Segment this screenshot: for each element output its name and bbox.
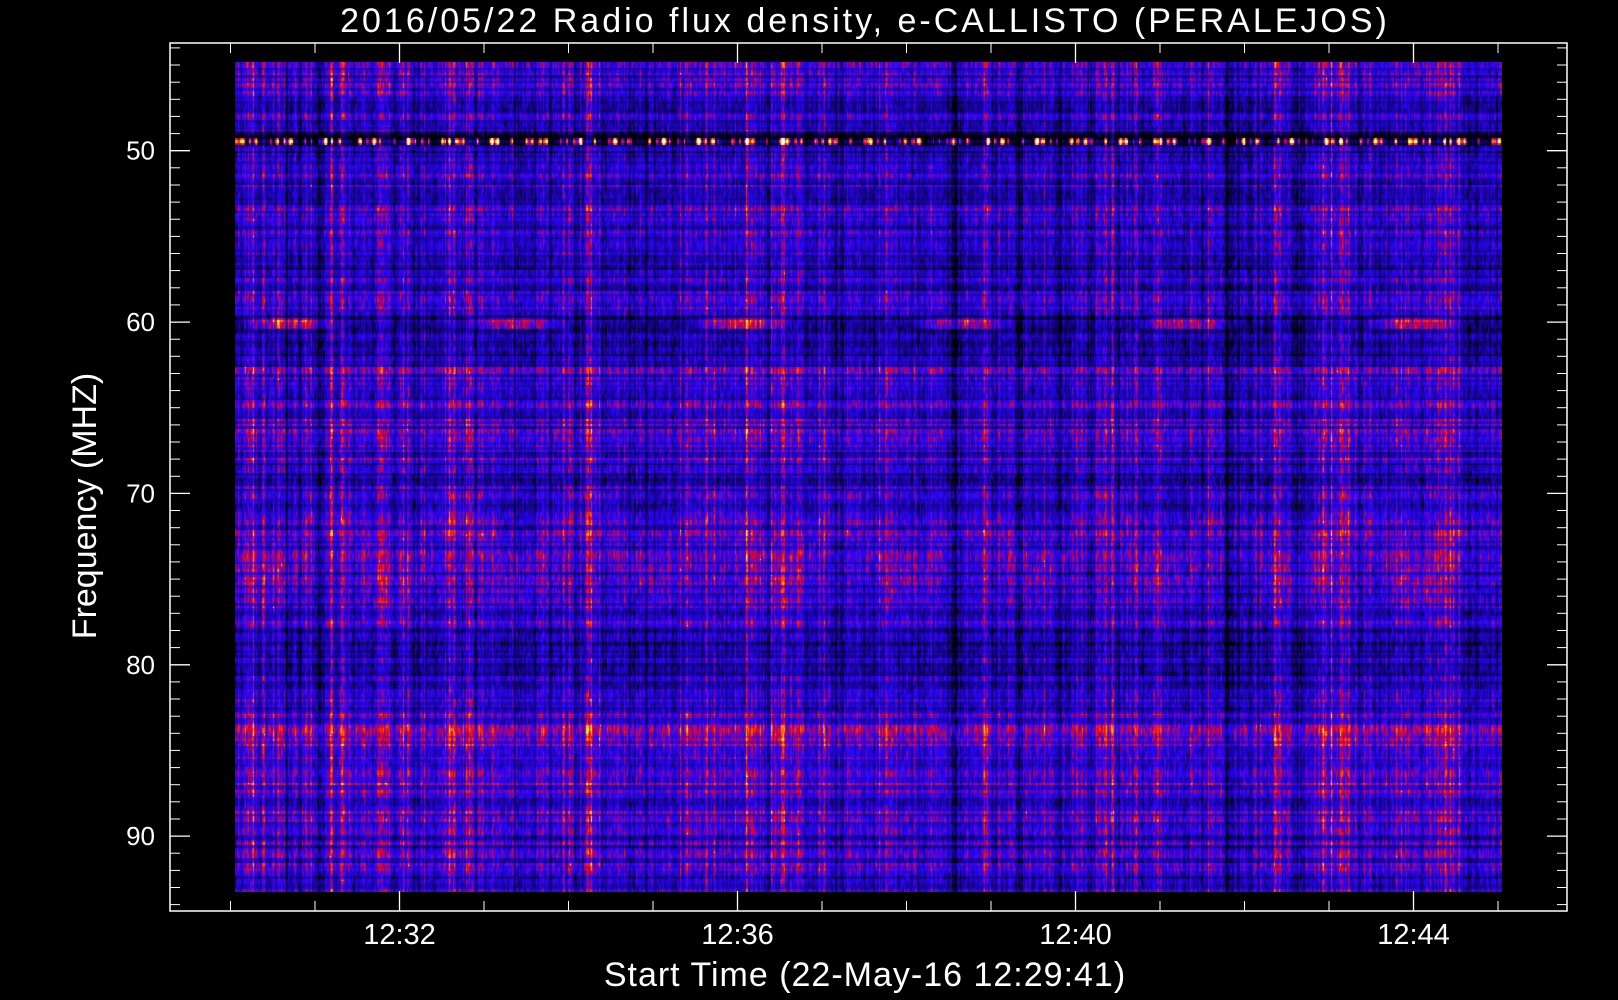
svg-text:12:40: 12:40	[1039, 919, 1112, 951]
svg-text:90: 90	[126, 821, 155, 851]
svg-text:Start Time (22-May-16 12:29:41: Start Time (22-May-16 12:29:41)	[604, 956, 1126, 994]
svg-text:80: 80	[126, 650, 155, 680]
svg-text:Frequency (MHZ): Frequency (MHZ)	[66, 373, 104, 639]
svg-text:12:32: 12:32	[363, 919, 436, 951]
svg-text:12:44: 12:44	[1377, 919, 1450, 951]
svg-text:70: 70	[126, 478, 155, 508]
svg-text:12:36: 12:36	[701, 919, 774, 951]
svg-text:2016/05/22 Radio flux densi: 2016/05/22 Radio flux density, e-CALLIST…	[340, 2, 1390, 40]
svg-text:50: 50	[126, 136, 155, 166]
svg-text:60: 60	[126, 307, 155, 337]
